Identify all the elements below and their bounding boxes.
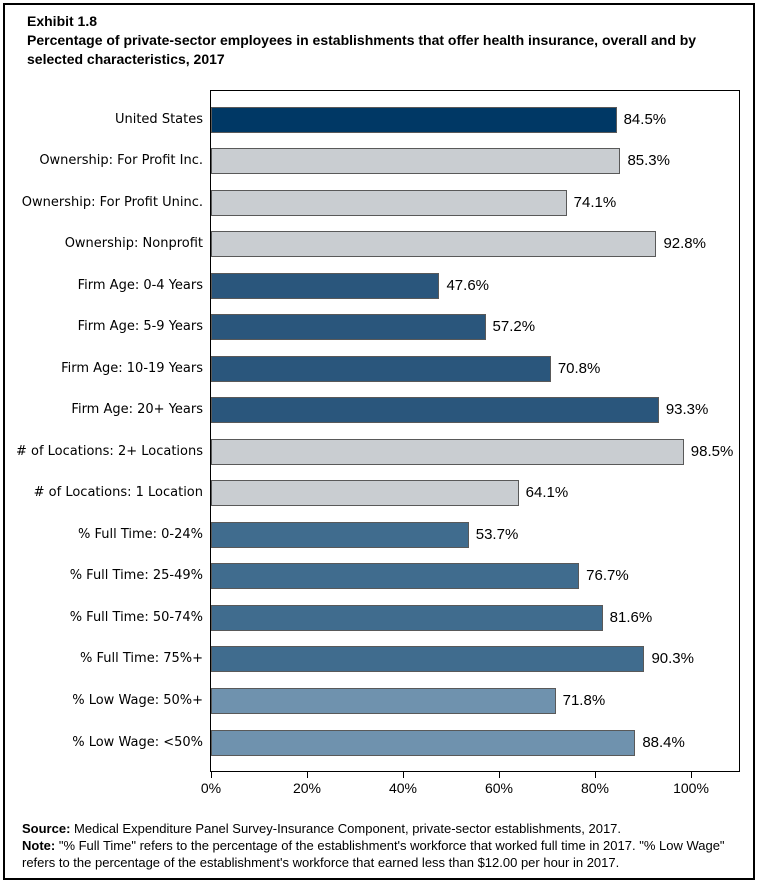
bar-row: Firm Age: 0-4 Years 47.6% <box>78 272 739 299</box>
value-label: 57.2% <box>492 318 536 336</box>
bar-row: Ownership: Nonprofit 92.8% <box>65 231 739 258</box>
bar <box>211 397 659 424</box>
category-label: % Full Time: 75%+ <box>80 651 203 667</box>
bar <box>211 521 469 548</box>
category-label: Firm Age: 20+ Years <box>71 402 203 418</box>
bar-row: % Full Time: 75%+ 90.3% <box>80 646 739 673</box>
bar-row: Firm Age: 10-19 Years 70.8% <box>61 355 739 382</box>
bar-row: % Low Wage: 50%+ 71.8% <box>72 687 739 714</box>
category-label: Firm Age: 5-9 Years <box>77 319 203 335</box>
page-title: Percentage of private-sector employees i… <box>27 32 697 67</box>
bar <box>211 314 486 341</box>
bar <box>211 438 684 465</box>
category-label: Firm Age: 10-19 Years <box>61 360 203 376</box>
plot-area: United States 84.5% Ownership: For Profit … <box>16 90 740 772</box>
x-axis: 0% 20% 40% 60% 80% 100% <box>201 771 740 801</box>
bar <box>211 355 551 382</box>
category-label: # of Locations: 1 Location <box>33 485 203 501</box>
bar <box>211 231 657 258</box>
value-label: 64.1% <box>525 484 569 502</box>
value-label: 71.8% <box>562 691 606 709</box>
x-axis-tick <box>211 771 212 778</box>
value-label: 47.6% <box>446 276 490 294</box>
x-axis-tick-label: 40% <box>388 780 418 796</box>
bar <box>211 729 636 756</box>
x-axis-tick-label: 20% <box>292 780 322 796</box>
x-axis-tick-label: 0% <box>200 780 222 796</box>
bar <box>211 646 645 673</box>
note-text: "% Full Time" refers to the percentage o… <box>22 838 725 870</box>
bar-row: United States 84.5% <box>115 106 739 133</box>
bar-row: % Full Time: 50-74% 81.6% <box>70 604 739 631</box>
category-label: # of Locations: 2+ Locations <box>15 443 203 459</box>
bar-row: # of Locations: 2+ Locations 98.5% <box>16 438 739 465</box>
x-axis-tick-label: 100% <box>673 780 709 796</box>
category-label: Ownership: For Profit Uninc. <box>21 194 203 210</box>
bar-row: Ownership: For Profit Uninc. 74.1% <box>22 189 739 216</box>
x-axis-tick-label: 60% <box>484 780 514 796</box>
value-label: 88.4% <box>642 733 685 751</box>
bar <box>211 148 621 175</box>
bar-row: % Full Time: 25-49% 76.7% <box>70 563 739 590</box>
category-label: % Low Wage: 50%+ <box>72 692 203 708</box>
bar <box>211 272 440 299</box>
bar-row: # of Locations: 1 Location 64.1% <box>34 480 739 507</box>
x-axis-tick <box>307 771 308 778</box>
value-label: 85.3% <box>627 152 670 170</box>
bar-row: Firm Age: 20+ Years 93.3% <box>71 397 739 424</box>
category-label: % Full Time: 50-74% <box>69 609 203 625</box>
value-label: 53.7% <box>475 525 519 543</box>
value-label: 93.3% <box>665 401 709 419</box>
x-axis-tick-label: 80% <box>580 780 610 796</box>
bar <box>211 687 556 714</box>
title-block: Exhibit 1.8 Percentage of private-sector… <box>27 12 733 69</box>
value-label: 74.1% <box>573 193 617 211</box>
bar-row: Firm Age: 5-9 Years 57.2% <box>78 314 739 341</box>
x-axis-tick <box>691 771 692 778</box>
value-label: 70.8% <box>557 359 601 377</box>
exhibit-label: Exhibit 1.8 <box>27 13 98 29</box>
bar <box>211 189 567 216</box>
source-note: Source: Medical Expenditure Panel Survey… <box>22 820 744 837</box>
bar <box>211 480 519 507</box>
x-axis-tick <box>499 771 500 778</box>
bar <box>211 106 617 133</box>
category-label: Ownership: For Profit Inc. <box>39 153 203 169</box>
category-label: United States <box>114 111 203 127</box>
x-axis-tick <box>403 771 404 778</box>
value-label: 76.7% <box>586 567 629 585</box>
value-label: 84.5% <box>623 110 667 128</box>
x-axis-tick <box>595 771 596 778</box>
value-label: 81.6% <box>609 608 653 626</box>
category-label: Firm Age: 0-4 Years <box>77 277 203 293</box>
category-label: % Full Time: 25-49% <box>69 568 203 584</box>
bar-row: % Low Wage: <50% 88.4% <box>72 729 739 756</box>
source-label: Source: <box>22 821 71 836</box>
value-label: 92.8% <box>663 235 706 253</box>
note-label: Note: <box>22 838 56 853</box>
category-label: Ownership: Nonprofit <box>64 236 203 252</box>
bar <box>211 563 580 590</box>
note: Note: "% Full Time" refers to the percen… <box>22 837 744 871</box>
category-label: % Full Time: 0-24% <box>77 526 203 542</box>
value-label: 98.5% <box>690 442 734 460</box>
bar-row: Ownership: For Profit Inc. 85.3% <box>39 148 739 175</box>
source-text: Medical Expenditure Panel Survey-Insuran… <box>70 821 622 836</box>
bar-row: % Full Time: 0-24% 53.7% <box>78 521 739 548</box>
footnotes: Source: Medical Expenditure Panel Survey… <box>22 820 744 871</box>
value-label: 90.3% <box>651 650 694 668</box>
category-label: % Low Wage: <50% <box>72 734 203 750</box>
bar <box>211 604 603 631</box>
